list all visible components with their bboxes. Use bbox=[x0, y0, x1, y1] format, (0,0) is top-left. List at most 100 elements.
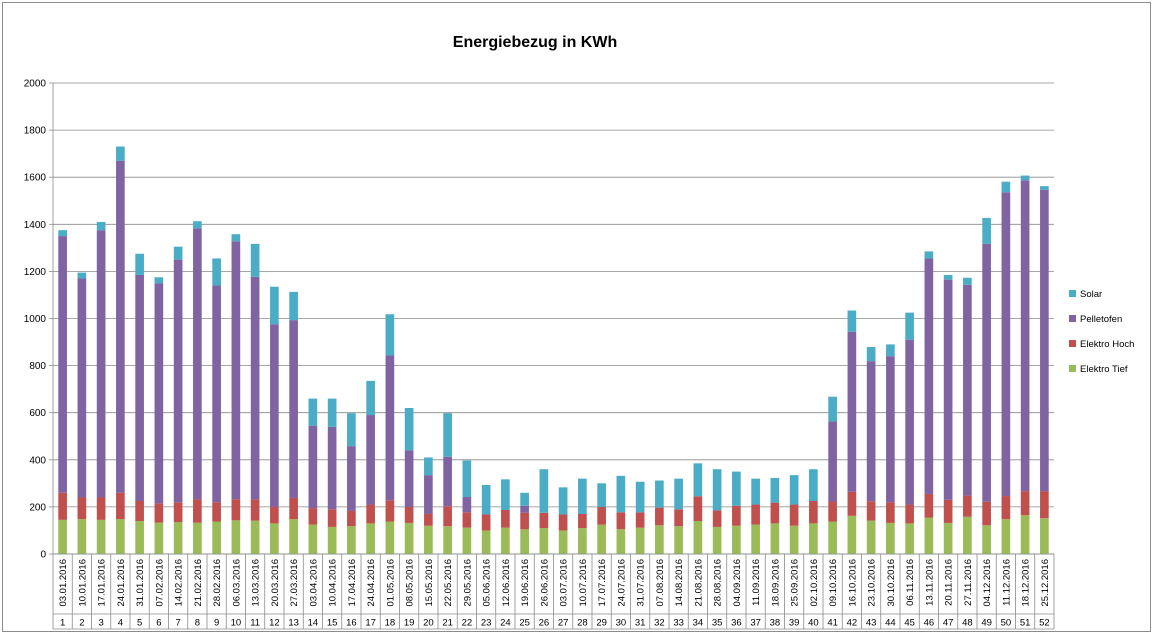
bar-segment bbox=[886, 356, 895, 503]
bar-segment bbox=[135, 274, 144, 502]
bar-segment bbox=[347, 526, 356, 554]
x-tick-label: 24.07.2016 bbox=[616, 559, 627, 607]
bar-segment bbox=[770, 477, 780, 503]
week-number-label: 8 bbox=[195, 618, 200, 629]
bar-segment bbox=[212, 521, 221, 554]
x-tick-label: 03.04.2016 bbox=[308, 559, 319, 607]
legend-swatch bbox=[1069, 340, 1076, 347]
week-number-label: 50 bbox=[1001, 618, 1012, 629]
bar-segment bbox=[943, 522, 953, 554]
bar-segment bbox=[828, 396, 837, 422]
bar-segment bbox=[481, 530, 491, 554]
bar-segment bbox=[443, 413, 452, 457]
x-tick-label: 27.03.2016 bbox=[289, 559, 300, 607]
bar-segment bbox=[635, 512, 645, 528]
bar-segment bbox=[193, 221, 202, 229]
week-number-label: 17 bbox=[365, 618, 376, 629]
bar-segment bbox=[558, 530, 568, 554]
bar-segment bbox=[963, 284, 972, 496]
bar-segment bbox=[366, 504, 375, 524]
y-axis: 0 200 400 600 800 1000 1200 1400 1600 1800 2000 bbox=[24, 79, 54, 561]
bar-segment bbox=[462, 512, 472, 528]
week-number-label: 45 bbox=[904, 618, 915, 629]
x-tick-label: 05.06.2016 bbox=[482, 559, 493, 607]
week-number-label: 26 bbox=[539, 618, 550, 629]
bar-segment bbox=[712, 510, 722, 527]
bar-segment bbox=[116, 519, 125, 554]
week-number-label: 33 bbox=[673, 618, 684, 629]
x-tick-label: 11.09.2016 bbox=[751, 559, 762, 606]
bar-segment bbox=[558, 514, 568, 531]
week-number-label: 38 bbox=[770, 618, 781, 629]
bar-segment bbox=[1040, 491, 1049, 519]
bar-segment bbox=[404, 522, 414, 554]
bar-segment bbox=[173, 246, 183, 260]
bar-segment bbox=[173, 502, 183, 523]
week-number-label: 49 bbox=[981, 618, 992, 629]
bars bbox=[58, 146, 1049, 554]
y-tick-label: 200 bbox=[29, 502, 46, 513]
x-tick-label: 17.07.2016 bbox=[597, 559, 608, 607]
bar-segment bbox=[58, 230, 67, 237]
bar-segment bbox=[520, 492, 529, 506]
bar-segment bbox=[501, 479, 510, 510]
bar-segment bbox=[712, 526, 722, 554]
week-number-label: 21 bbox=[442, 618, 453, 629]
bar-segment bbox=[385, 355, 395, 501]
x-tick-label: 31.07.2016 bbox=[636, 559, 647, 607]
bar-segment bbox=[481, 484, 491, 515]
y-tick-label: 400 bbox=[29, 455, 46, 466]
bar-segment bbox=[886, 344, 895, 357]
bar-segment bbox=[866, 346, 876, 362]
week-number-label: 47 bbox=[943, 618, 954, 629]
week-number-label: 22 bbox=[462, 618, 473, 629]
stacked-bar-chart: Energiebezug in KWh 02004006008001000120… bbox=[24, 34, 1134, 630]
bar-segment bbox=[501, 527, 510, 554]
bar-segment bbox=[501, 509, 510, 528]
week-number-label: 18 bbox=[385, 618, 396, 629]
week-number-label: 28 bbox=[577, 618, 588, 629]
bar-segment bbox=[828, 521, 837, 554]
bar-segment bbox=[674, 526, 683, 554]
x-tick-label: 20.03.2016 bbox=[270, 559, 281, 607]
bar-segment bbox=[231, 520, 241, 554]
bar-segment bbox=[135, 521, 144, 554]
bar-segment bbox=[982, 501, 991, 526]
y-tick-label: 2000 bbox=[24, 79, 47, 90]
legend-swatch bbox=[1069, 290, 1076, 297]
bar-segment bbox=[924, 258, 934, 494]
week-number-label: 6 bbox=[156, 618, 161, 629]
bar-segment bbox=[250, 243, 260, 277]
x-tick-label: 17.04.2016 bbox=[347, 559, 358, 607]
x-tick-label: 18.09.2016 bbox=[770, 559, 781, 607]
bar-segment bbox=[578, 528, 587, 554]
bar-segment bbox=[866, 501, 876, 521]
bar-segment bbox=[212, 258, 221, 286]
legend-label: Solar bbox=[1080, 289, 1102, 300]
bar-segment bbox=[193, 228, 202, 500]
bar-segment bbox=[1040, 518, 1049, 554]
week-number-label: 36 bbox=[731, 618, 742, 629]
bar-segment bbox=[866, 520, 876, 554]
x-tick-label: 14.08.2016 bbox=[674, 559, 685, 607]
x-tick-label: 10.01.2016 bbox=[77, 559, 88, 607]
bar-segment bbox=[154, 277, 164, 284]
x-tick-label: 04.09.2016 bbox=[732, 559, 743, 607]
bar-segment bbox=[231, 241, 241, 500]
bar-segment bbox=[616, 475, 626, 513]
y-tick-label: 800 bbox=[29, 361, 46, 372]
x-tick-label: 07.08.2016 bbox=[655, 559, 666, 607]
week-number-label: 12 bbox=[269, 618, 280, 629]
bar-segment bbox=[905, 312, 914, 340]
legend-swatch bbox=[1069, 365, 1076, 372]
bar-segment bbox=[462, 527, 472, 554]
x-tick-label: 21.02.2016 bbox=[193, 559, 204, 607]
bar-segment bbox=[597, 524, 606, 554]
bar-segment bbox=[77, 497, 87, 520]
bar-segment bbox=[693, 496, 703, 522]
bar-segment bbox=[789, 525, 799, 554]
week-number-label: 4 bbox=[118, 618, 123, 629]
x-tick-label: 03.07.2016 bbox=[559, 559, 570, 607]
bar-segment bbox=[963, 516, 972, 554]
bar-segment bbox=[116, 160, 125, 493]
